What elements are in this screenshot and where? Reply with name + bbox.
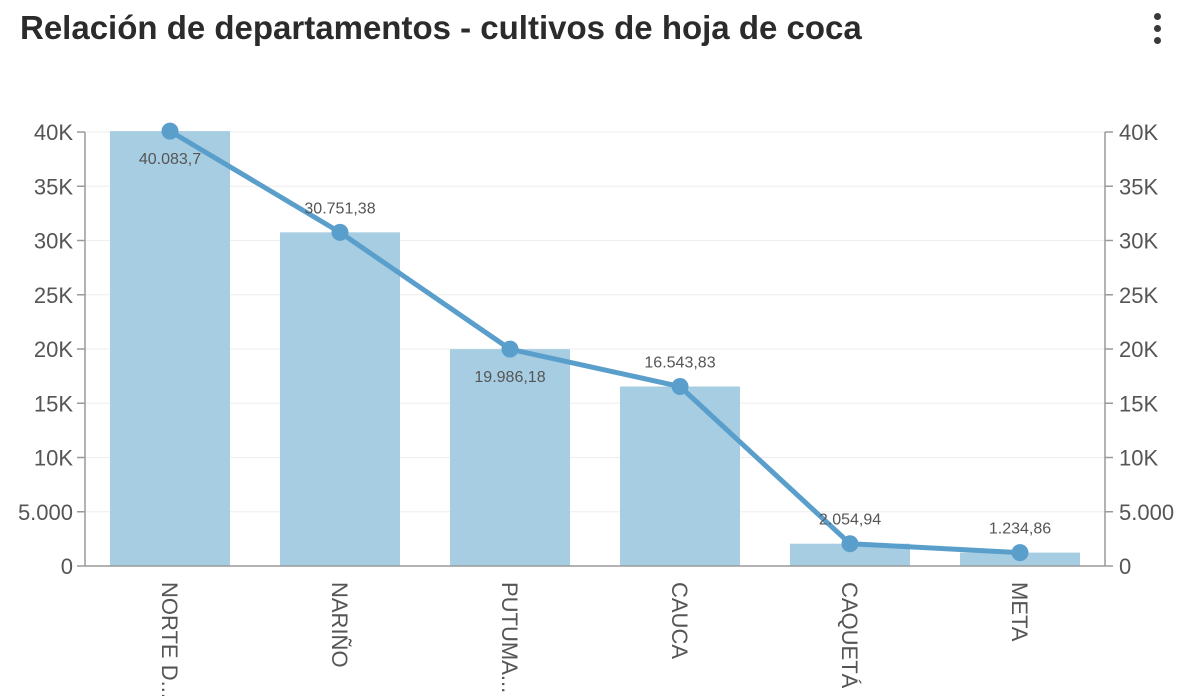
- x-category-label: NORTE D...: [157, 582, 182, 696]
- y2-tick-label: 35K: [1119, 174, 1158, 199]
- y2-tick-label: 5.000: [1119, 500, 1174, 525]
- more-options-button[interactable]: [1138, 8, 1176, 48]
- bar: [450, 349, 570, 566]
- y-tick-label: 30K: [34, 229, 73, 254]
- y-tick-label: 10K: [34, 446, 73, 471]
- x-category-label: NARIÑO: [327, 582, 352, 668]
- y-tick-label: 25K: [34, 283, 73, 308]
- bar: [280, 232, 400, 566]
- data-label: 16.543,83: [644, 354, 715, 371]
- data-point: [671, 377, 689, 395]
- y2-tick-label: 25K: [1119, 283, 1158, 308]
- data-label: 19.986,18: [474, 369, 545, 386]
- y-tick-label: 35K: [34, 174, 73, 199]
- data-point: [841, 535, 859, 553]
- bar: [620, 386, 740, 566]
- data-point: [1011, 544, 1029, 562]
- data-label: 40.083,7: [139, 151, 201, 168]
- y-tick-label: 15K: [34, 391, 73, 416]
- data-point: [501, 340, 519, 358]
- x-category-label: META: [1007, 582, 1032, 642]
- x-category-label: CAQUETÁ: [837, 582, 862, 689]
- bar: [110, 131, 230, 566]
- trend-line: [161, 122, 1029, 562]
- data-point: [331, 223, 349, 241]
- x-category-label: PUTUMA...: [497, 582, 522, 693]
- y-tick-label: 40K: [34, 120, 73, 145]
- grid-lines: [85, 131, 1105, 513]
- bar: [790, 543, 910, 566]
- data-labels: 40.083,7 30.751,38 19.986,18 16.543,83 2.054…: [139, 151, 1051, 538]
- bars: [110, 131, 1080, 566]
- data-label: 30.751,38: [304, 200, 375, 217]
- y2-tick-label: 20K: [1119, 337, 1158, 362]
- y-tick-label: 5.000: [18, 500, 73, 525]
- y-tick-label: 20K: [34, 337, 73, 362]
- y2-tick-label: 15K: [1119, 391, 1158, 416]
- data-label: 1.234,86: [989, 521, 1051, 538]
- y2-tick-label: 10K: [1119, 446, 1158, 471]
- y-tick-label: 0: [61, 554, 73, 579]
- more-vert-icon-dot: [1153, 24, 1161, 32]
- more-vert-icon: [1153, 12, 1161, 20]
- y2-tick-label: 30K: [1119, 229, 1158, 254]
- axes: 0 5.000 10K 15K 20K 25K 30K 35K 40K 0 5.000 10K 15K 2…: [18, 120, 1174, 696]
- chart-title: Relación de departamentos - cultivos de …: [20, 9, 862, 46]
- y2-tick-label: 0: [1119, 554, 1131, 579]
- data-point: [161, 122, 179, 140]
- y2-tick-label: 40K: [1119, 120, 1158, 145]
- data-label: 2.054,94: [819, 512, 881, 529]
- more-vert-icon-dot: [1153, 36, 1161, 44]
- x-category-label: CAUCA: [667, 582, 692, 659]
- series-line: [167, 128, 1023, 556]
